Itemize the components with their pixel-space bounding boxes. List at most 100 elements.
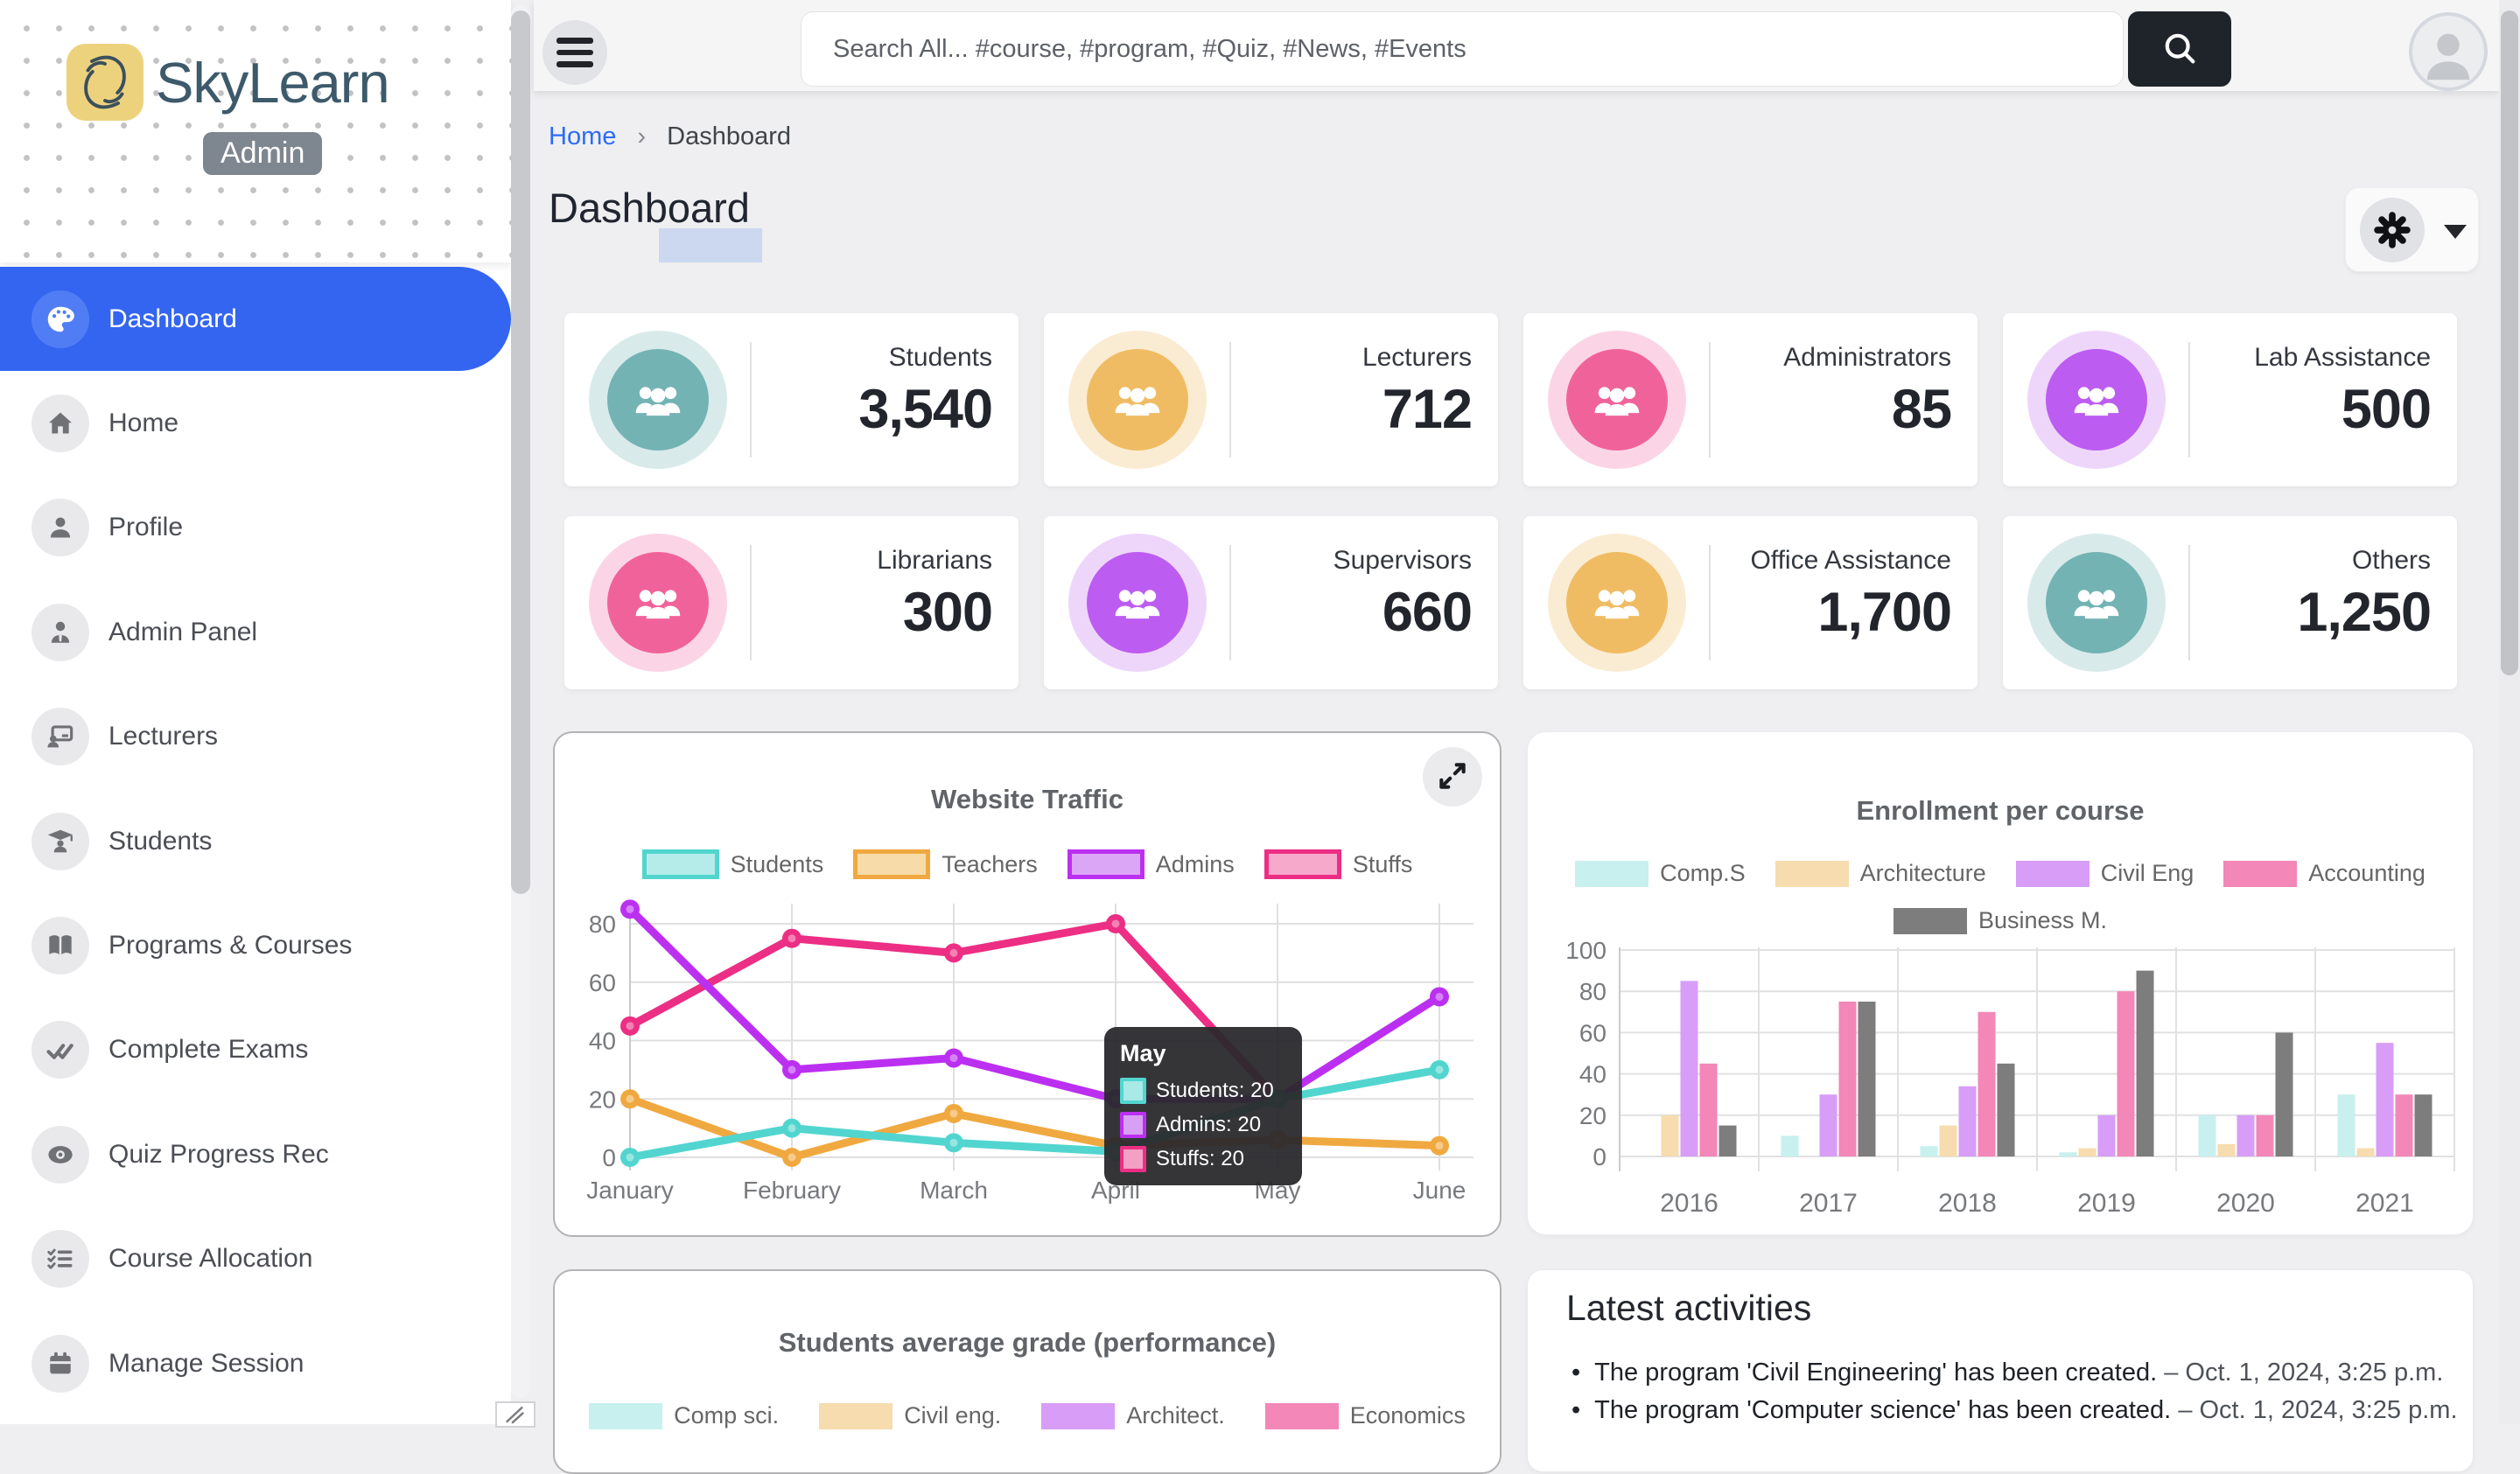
sidebar-item-profile[interactable]: Profile — [0, 476, 511, 580]
tooltip-title: May — [1120, 1040, 1166, 1066]
tooltip-row: Admins: 20 — [1120, 1112, 1286, 1138]
brand-name: SkyLearn — [156, 50, 390, 115]
stat-value: 500 — [2341, 379, 2432, 440]
legend-label: Comp sci. — [674, 1402, 780, 1429]
double-check-icon — [32, 1021, 89, 1079]
legend-label: Civil eng. — [904, 1402, 1002, 1429]
legend-label: Economics — [1349, 1402, 1466, 1429]
svg-text:0: 0 — [602, 1144, 616, 1171]
chart-legend: Business M. — [1528, 907, 2473, 934]
tooltip-swatch — [1120, 1078, 1146, 1104]
legend-label: Civil Eng — [2100, 860, 2194, 886]
disc-eye-icon — [32, 1125, 89, 1184]
chevron-down-icon — [2444, 225, 2467, 239]
presenter-icon — [32, 708, 89, 766]
people-group-icon — [1566, 349, 1668, 451]
sidebar-item-course-allocation[interactable]: Course Allocation — [0, 1207, 511, 1311]
svg-text:20: 20 — [1579, 1102, 1606, 1129]
svg-text:2017: 2017 — [1799, 1189, 1858, 1218]
legend-item-comp-s[interactable]: Comp.S — [1575, 860, 1746, 887]
palette-icon — [32, 290, 89, 348]
svg-text:40: 40 — [1579, 1061, 1606, 1088]
chart-legend: Comp.S Architecture Civil Eng Accounting — [1528, 860, 2473, 887]
stat-card: Librarians 300 — [564, 516, 1018, 689]
expand-button[interactable] — [1423, 747, 1482, 807]
legend-item-admins[interactable]: Admins — [1067, 849, 1235, 879]
legend-swatch — [589, 1402, 663, 1429]
home-icon — [32, 395, 89, 453]
sidebar-item-dashboard[interactable]: Dashboard — [0, 267, 511, 372]
svg-text:80: 80 — [589, 911, 616, 938]
legend-item-accounting[interactable]: Accounting — [2223, 860, 2426, 887]
gear-icon — [2360, 198, 2425, 262]
search-button[interactable] — [2128, 11, 2231, 87]
legend-item-architect-[interactable]: Architect. — [1041, 1402, 1225, 1429]
sidebar-item-students[interactable]: Students — [0, 789, 511, 893]
stat-value: 712 — [1382, 379, 1473, 440]
breadcrumb-separator: › — [637, 122, 647, 150]
sidebar-item-home[interactable]: Home — [0, 371, 511, 475]
svg-text:January: January — [586, 1177, 674, 1204]
legend-label: Students — [730, 850, 824, 877]
people-group-icon — [2046, 349, 2147, 451]
breadcrumb: Home › Dashboard — [549, 122, 791, 151]
svg-text:20: 20 — [589, 1086, 616, 1113]
chart-title: Enrollment per course — [1856, 795, 2145, 826]
tooltip-row: Students: 20 — [1120, 1078, 1286, 1104]
legend-swatch — [1774, 860, 1849, 887]
avatar[interactable] — [2409, 12, 2488, 91]
sidebar-menu: Dashboard Home Profile Admin Panel Lectu… — [0, 267, 511, 1415]
legend-item-civil-eng-[interactable]: Civil eng. — [819, 1402, 1001, 1429]
legend-item-economics[interactable]: Economics — [1264, 1402, 1466, 1429]
search-input[interactable] — [801, 11, 2124, 87]
people-group-icon — [2046, 552, 2147, 653]
topbar — [534, 0, 2499, 91]
page-scrollbar-thumb[interactable] — [2501, 10, 2518, 675]
stat-value: 300 — [902, 582, 993, 643]
divider — [750, 545, 752, 660]
sidebar-item-admin-panel[interactable]: Admin Panel — [0, 580, 511, 684]
activity-item: • The program 'Computer science' has been… — [1572, 1396, 2458, 1424]
legend-item-architecture[interactable]: Architecture — [1774, 860, 1986, 887]
stat-card: Lab Assistance 500 — [2003, 313, 2457, 486]
legend-item-stuffs[interactable]: Stuffs — [1264, 849, 1413, 879]
stat-card: Administrators 85 — [1523, 313, 1978, 486]
legend-item-teachers[interactable]: Teachers — [853, 849, 1038, 879]
chart-tooltip: May Students: 20 Admins: 20 Stuffs: 20 — [1104, 1027, 1302, 1185]
sidebar-item-quiz-progress-rec[interactable]: Quiz Progress Rec — [0, 1102, 511, 1206]
legend-item-comp-sci-[interactable]: Comp sci. — [589, 1402, 779, 1429]
hamburger-menu-button[interactable] — [542, 20, 607, 85]
legend-item-civil-eng[interactable]: Civil Eng — [2015, 860, 2194, 887]
divider — [2188, 342, 2190, 458]
sidebar-item-complete-exams[interactable]: Complete Exams — [0, 998, 511, 1102]
brand-logo[interactable]: SkyLearn — [66, 44, 390, 121]
svg-text:100: 100 — [1565, 937, 1606, 964]
svg-text:February: February — [743, 1177, 841, 1204]
sidebar-scrollbar-thumb[interactable] — [511, 10, 530, 894]
settings-button[interactable] — [2345, 187, 2479, 272]
stat-card: Office Assistance 1,700 — [1523, 516, 1978, 689]
tooltip-row: Stuffs: 20 — [1120, 1146, 1286, 1172]
legend-item-students[interactable]: Students — [641, 849, 824, 879]
legend-item-business-m-[interactable]: Business M. — [1893, 907, 2107, 934]
stat-icon-ring — [1548, 534, 1686, 672]
svg-text:2016: 2016 — [1660, 1189, 1718, 1218]
sidebar-item-lecturers[interactable]: Lecturers — [0, 685, 511, 789]
latest-activities-card: Latest activities • The program 'Civil En… — [1527, 1269, 2474, 1472]
sidebar-item-programs-courses[interactable]: Programs & Courses — [0, 893, 511, 997]
svg-text:2021: 2021 — [2356, 1189, 2414, 1218]
stat-label: Students — [888, 343, 992, 372]
people-group-icon — [1087, 349, 1188, 451]
chart-title: Website Traffic — [931, 784, 1124, 814]
breadcrumb-home-link[interactable]: Home — [549, 122, 617, 150]
stat-value: 85 — [1891, 379, 1952, 440]
enrollment-per-course-card: Enrollment per course Comp.S Architecture… — [1527, 731, 2474, 1235]
stat-label: Lecturers — [1362, 343, 1472, 372]
sidebar-item-manage-session[interactable]: Manage Session — [0, 1311, 511, 1415]
legend-swatch — [1575, 860, 1649, 887]
legend-swatch — [1893, 907, 1967, 934]
stat-icon-ring — [2027, 534, 2166, 672]
legend-label: Stuffs — [1352, 850, 1413, 877]
divider — [750, 342, 752, 458]
